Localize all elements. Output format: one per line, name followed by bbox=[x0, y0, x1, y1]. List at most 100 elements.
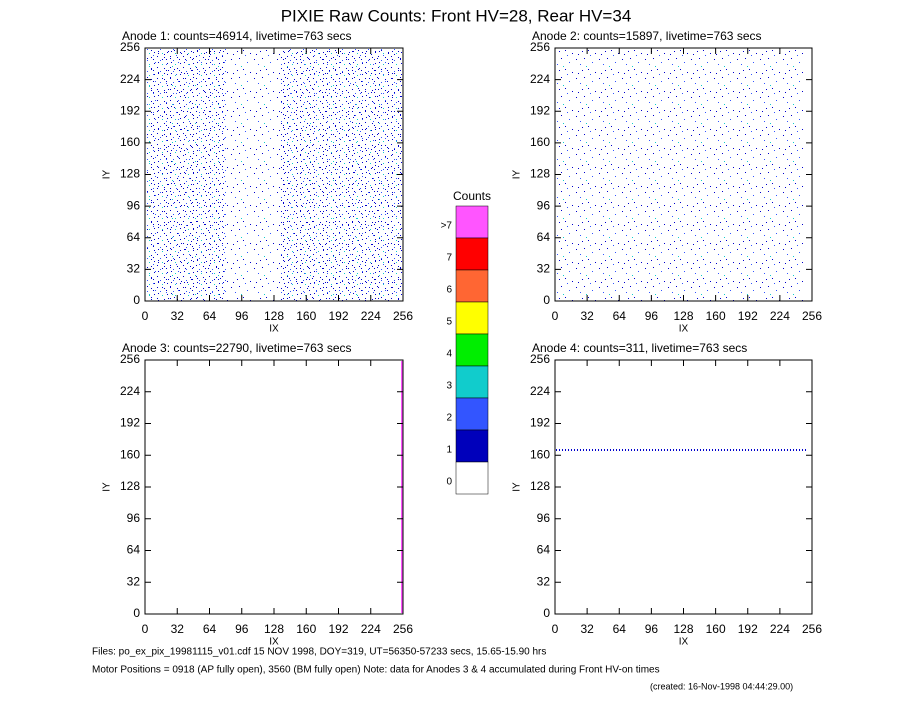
x-tick-label: 128 bbox=[673, 309, 693, 323]
colorbar-label: 1 bbox=[446, 445, 452, 456]
x-tick-label: 32 bbox=[171, 622, 185, 636]
y-tick-label: 0 bbox=[133, 606, 140, 620]
x-tick-label: 224 bbox=[361, 309, 381, 323]
panel-title: Anode 4: counts=311, livetime=763 secs bbox=[532, 341, 747, 355]
x-tick-label: 96 bbox=[645, 309, 659, 323]
x-tick-label: 64 bbox=[203, 309, 217, 323]
colorbar-title: Counts bbox=[453, 189, 491, 203]
y-tick-label: 64 bbox=[537, 230, 551, 244]
x-tick-label: 0 bbox=[142, 622, 149, 636]
x-tick-label: 0 bbox=[552, 309, 559, 323]
y-tick-label: 224 bbox=[120, 384, 140, 398]
panel-title: Anode 2: counts=15897, livetime=763 secs bbox=[532, 29, 762, 43]
y-tick-label: 256 bbox=[530, 352, 550, 366]
y-axis-label: IY bbox=[512, 169, 523, 179]
y-tick-label: 128 bbox=[120, 167, 140, 181]
x-tick-label: 128 bbox=[673, 622, 693, 636]
y-tick-label: 0 bbox=[133, 293, 140, 307]
y-tick-label: 256 bbox=[120, 352, 140, 366]
y-tick-label: 64 bbox=[127, 230, 141, 244]
colorbar-label: 6 bbox=[446, 285, 452, 296]
x-tick-label: 128 bbox=[264, 309, 284, 323]
colorbar-swatch bbox=[455, 461, 489, 495]
y-tick-label: 192 bbox=[120, 416, 140, 430]
colorbar-swatch bbox=[455, 269, 489, 303]
footer-files: Files: po_ex_pix_19981115_v01.cdf 15 NOV… bbox=[92, 647, 546, 658]
y-tick-label: 224 bbox=[530, 384, 550, 398]
colorbar-swatch bbox=[455, 301, 489, 335]
x-tick-label: 96 bbox=[645, 622, 659, 636]
y-tick-label: 256 bbox=[120, 40, 140, 54]
footer-created: (created: 16-Nov-1998 04:44:29.00) bbox=[650, 681, 793, 691]
colorbar-swatch bbox=[455, 237, 489, 271]
y-tick-label: 96 bbox=[537, 511, 551, 525]
colorbar: Counts >7 7 6 5 4 3 2 1 0 bbox=[441, 189, 491, 495]
y-tick-label: 96 bbox=[127, 198, 141, 212]
x-tick-label: 256 bbox=[802, 309, 822, 323]
x-tick-label: 96 bbox=[235, 622, 249, 636]
y-tick-label: 160 bbox=[530, 447, 550, 461]
plot-frame bbox=[144, 359, 404, 615]
y-tick-label: 192 bbox=[530, 103, 550, 117]
colorbar-label: 7 bbox=[446, 253, 452, 264]
panel-title: Anode 3: counts=22790, livetime=763 secs bbox=[122, 341, 352, 355]
x-tick-label: 96 bbox=[235, 309, 249, 323]
x-tick-label: 160 bbox=[706, 622, 726, 636]
x-tick-label: 192 bbox=[738, 309, 758, 323]
y-tick-label: 32 bbox=[537, 574, 551, 588]
y-tick-label: 32 bbox=[127, 262, 141, 276]
x-tick-label: 160 bbox=[296, 622, 316, 636]
y-tick-label: 64 bbox=[127, 543, 141, 557]
x-axis-label: IX bbox=[679, 324, 689, 335]
x-tick-label: 224 bbox=[770, 309, 790, 323]
y-tick-label: 32 bbox=[127, 574, 141, 588]
y-axis-label: IY bbox=[102, 169, 113, 179]
y-tick-label: 128 bbox=[120, 479, 140, 493]
x-tick-label: 32 bbox=[580, 309, 594, 323]
image-texture bbox=[146, 49, 808, 613]
colorbar-swatch bbox=[455, 205, 489, 239]
y-tick-label: 96 bbox=[127, 511, 141, 525]
x-tick-label: 32 bbox=[580, 622, 594, 636]
x-tick-label: 64 bbox=[613, 309, 627, 323]
x-tick-label: 64 bbox=[203, 622, 217, 636]
x-tick-label: 0 bbox=[142, 309, 149, 323]
x-tick-label: 256 bbox=[802, 622, 822, 636]
y-tick-label: 0 bbox=[543, 293, 550, 307]
page-title: PIXIE Raw Counts: Front HV=28, Rear HV=3… bbox=[281, 6, 632, 25]
y-tick-label: 160 bbox=[120, 135, 140, 149]
y-tick-label: 96 bbox=[537, 198, 551, 212]
y-tick-label: 0 bbox=[543, 606, 550, 620]
x-axis-label: IX bbox=[269, 324, 279, 335]
colorbar-swatch bbox=[455, 333, 489, 367]
x-tick-label: 128 bbox=[264, 622, 284, 636]
x-tick-label: 64 bbox=[613, 622, 627, 636]
colorbar-label: 0 bbox=[446, 477, 452, 488]
y-tick-label: 160 bbox=[530, 135, 550, 149]
y-tick-label: 64 bbox=[537, 543, 551, 557]
colorbar-label: 4 bbox=[446, 349, 452, 360]
y-tick-label: 224 bbox=[530, 72, 550, 86]
x-tick-label: 224 bbox=[770, 622, 790, 636]
x-tick-label: 32 bbox=[171, 309, 185, 323]
colorbar-label: 5 bbox=[446, 317, 452, 328]
y-tick-label: 160 bbox=[120, 447, 140, 461]
x-axis-label: IX bbox=[269, 637, 279, 648]
x-axis-label: IX bbox=[679, 637, 689, 648]
panel-title: Anode 1: counts=46914, livetime=763 secs bbox=[122, 29, 352, 43]
x-tick-label: 256 bbox=[393, 309, 413, 323]
y-tick-label: 32 bbox=[537, 262, 551, 276]
colorbar-label: 2 bbox=[446, 413, 452, 424]
y-tick-label: 192 bbox=[530, 416, 550, 430]
x-tick-label: 192 bbox=[328, 309, 348, 323]
x-tick-label: 0 bbox=[552, 622, 559, 636]
x-tick-label: 256 bbox=[393, 622, 413, 636]
x-tick-label: 160 bbox=[706, 309, 726, 323]
y-tick-label: 192 bbox=[120, 103, 140, 117]
plot-frame bbox=[554, 359, 813, 615]
x-tick-label: 192 bbox=[738, 622, 758, 636]
x-tick-label: 192 bbox=[328, 622, 348, 636]
colorbar-swatch bbox=[455, 397, 489, 431]
y-axis-label: IY bbox=[512, 482, 523, 492]
